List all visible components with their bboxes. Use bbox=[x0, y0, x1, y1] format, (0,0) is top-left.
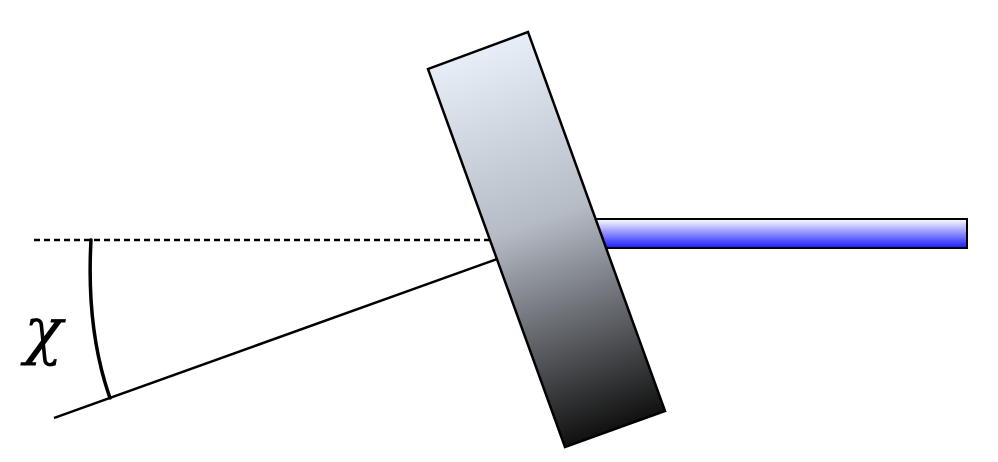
beam bbox=[595, 218, 968, 249]
angle-arc bbox=[88, 238, 112, 400]
angle-label: χ bbox=[20, 294, 66, 368]
tilted-line bbox=[53, 256, 501, 420]
tilted-plate bbox=[426, 30, 667, 449]
